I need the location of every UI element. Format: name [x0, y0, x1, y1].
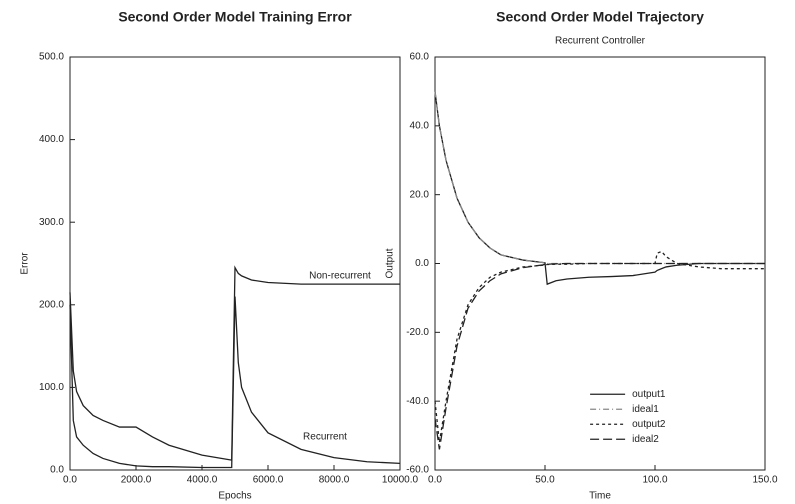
y-tick-label: 0.0	[415, 258, 429, 269]
x-tick-label: 100.0	[642, 475, 667, 486]
line-series	[434, 91, 765, 265]
y-tick-label: 300.0	[39, 217, 64, 228]
x-tick-label: 2000.0	[121, 475, 152, 486]
y-tick-label: -40.0	[406, 396, 429, 407]
y-tick-label: 60.0	[410, 52, 430, 63]
x-tick-label: 50.0	[535, 475, 555, 486]
y-tick-label: 500.0	[39, 52, 64, 63]
chart-title: Second Order Model Trajectory	[496, 9, 704, 25]
y-tick-label: -60.0	[406, 465, 429, 476]
legend-label: output1	[632, 389, 666, 400]
y-tick-label: 20.0	[410, 189, 430, 200]
legend-label: output2	[632, 419, 666, 430]
plot-frame	[69, 56, 401, 471]
line-series	[434, 250, 765, 443]
y-tick-label: 400.0	[39, 134, 64, 145]
series-label: Recurrent	[303, 432, 347, 443]
y-axis-label: Output	[385, 248, 396, 278]
x-tick-label: 0.0	[63, 475, 77, 486]
x-tick-label: 10000.0	[382, 475, 419, 486]
x-tick-label: 4000.0	[187, 475, 218, 486]
x-tick-label: 150.0	[752, 475, 777, 486]
chart-title: Second Order Model Training Error	[118, 9, 352, 25]
y-tick-label: 0.0	[50, 465, 64, 476]
x-tick-label: 8000.0	[319, 475, 350, 486]
line-series	[434, 91, 765, 286]
line-series	[434, 262, 765, 450]
legend-label: ideal1	[632, 404, 659, 415]
line-series	[69, 296, 401, 469]
x-axis-label: Epochs	[218, 491, 251, 502]
x-tick-label: 6000.0	[253, 475, 284, 486]
y-tick-label: 200.0	[39, 299, 64, 310]
line-series	[69, 265, 400, 461]
y-tick-label: 100.0	[39, 382, 64, 393]
x-axis-label: Time	[589, 491, 611, 502]
x-tick-label: 0.0	[428, 475, 442, 486]
y-tick-label: 40.0	[410, 120, 430, 131]
y-axis-label: Error	[20, 252, 31, 275]
legend-label: ideal2	[632, 434, 659, 445]
chart-subtitle: Recurrent Controller	[555, 36, 646, 47]
y-tick-label: -20.0	[406, 327, 429, 338]
series-label: Non-recurrent	[309, 271, 371, 282]
